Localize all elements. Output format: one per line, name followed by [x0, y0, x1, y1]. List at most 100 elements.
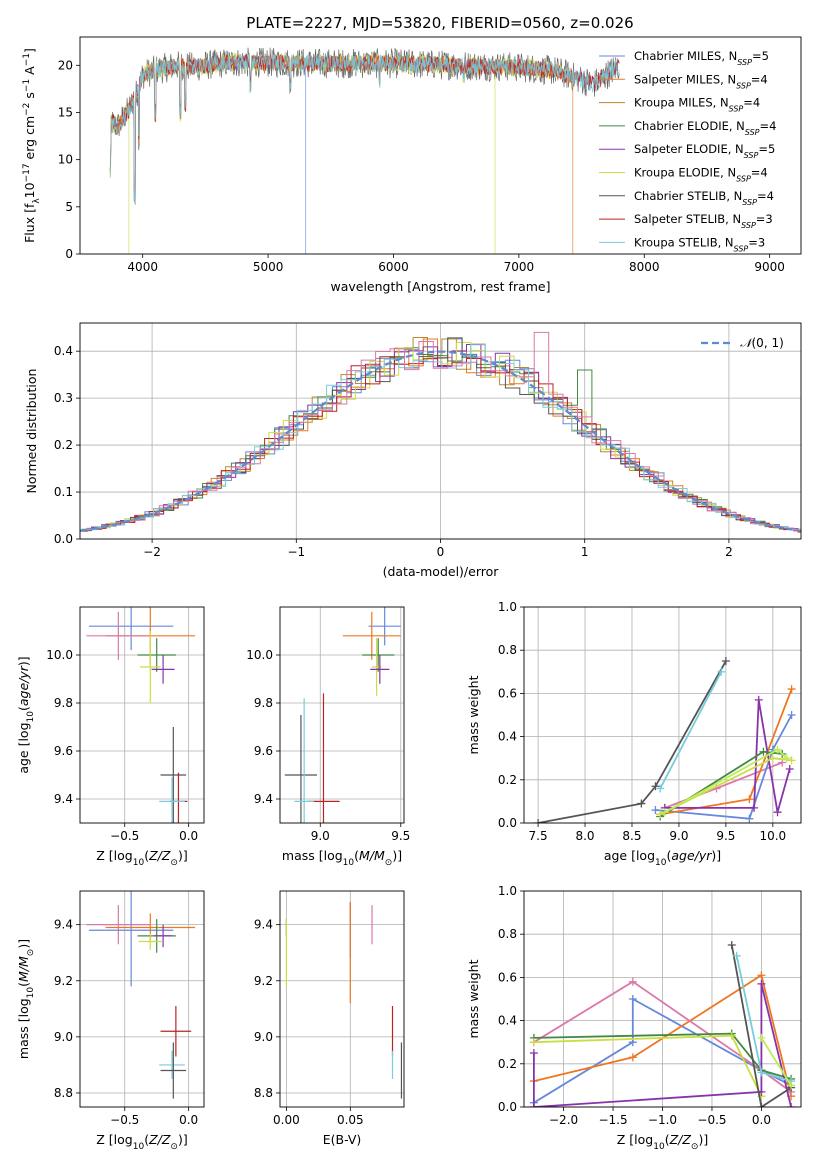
y-tick-label: 0	[65, 247, 73, 261]
age-vs-Z-ylabel: age [log10(age/yr)]	[16, 656, 36, 773]
weight-marker	[787, 1103, 796, 1107]
mass-vs-Z-frame	[79, 890, 205, 1108]
label-part: Salpeter MILES, N	[634, 72, 736, 86]
x-tick-label: 0	[437, 545, 445, 559]
y-tick-label: 10	[58, 153, 73, 167]
weight-marker	[785, 765, 794, 773]
weight-marker	[757, 971, 766, 980]
label-part: 10	[343, 858, 355, 868]
label-part: Z/Z	[148, 848, 171, 863]
legend-label: Kroupa STELIB, NSSP=3	[634, 235, 765, 253]
label-part: wavelength [Angstrom, rest frame]	[330, 279, 550, 294]
y-tick-label: 9.4	[54, 792, 73, 806]
histogram-step	[80, 347, 801, 532]
label-part: )]	[16, 656, 31, 666]
x-tick-label: 10.0	[759, 829, 786, 843]
x-tick-label: 8.5	[622, 829, 641, 843]
label-part: Kroupa STELIB, N	[634, 235, 734, 249]
label-part: Chabrier MILES, N	[634, 49, 737, 63]
y-tick-label: 8.8	[54, 1086, 73, 1100]
legend-label: Salpeter MILES, NSSP=4	[634, 72, 768, 90]
weight-marker	[628, 995, 637, 1003]
weight-marker	[745, 814, 754, 823]
y-tick-label: 0.2	[498, 773, 517, 787]
legend-label: Salpeter STELIB, NSSP=3	[634, 212, 773, 230]
weight-marker	[787, 711, 796, 719]
x-tick-label: −0.5	[110, 1113, 139, 1127]
x-tick-label: 0.0	[752, 1113, 771, 1127]
age-vs-mass-xlabel: mass [log10(M/M⊙)]	[282, 848, 402, 868]
label-part: =3	[756, 212, 773, 226]
weight-marker	[773, 745, 782, 754]
x-tick-label: 0.0	[179, 1113, 198, 1127]
label-part: (	[144, 848, 149, 863]
weight-marker	[787, 756, 796, 765]
label-part: Kroupa MILES, N	[634, 96, 729, 110]
weight-marker	[534, 819, 543, 823]
label-part: )]	[711, 848, 721, 863]
weight-marker	[768, 754, 777, 763]
y-tick-label: 1.0	[498, 600, 517, 614]
weight-line	[730, 944, 792, 1107]
label-part: =4	[760, 119, 777, 133]
label-part: erg cm	[22, 116, 37, 164]
y-tick-label: 8.8	[254, 1086, 273, 1100]
label-part: )]	[392, 848, 402, 863]
label-part: age/yr	[16, 665, 31, 706]
label-part: (	[665, 1132, 670, 1147]
label-part: −1	[22, 53, 32, 66]
legend-label: Chabrier STELIB, NSSP=4	[634, 189, 774, 207]
age-vs-Z-frame	[79, 606, 205, 824]
weight-marker	[754, 695, 763, 704]
x-tick-label: 9.0	[311, 829, 330, 843]
mass-vs-Z-xlabel: Z [log10(Z/Z⊙)]	[96, 1132, 187, 1152]
weight-marker	[651, 782, 660, 791]
x-tick-label: 9.5	[391, 829, 410, 843]
legend-label: Kroupa ELODIE, NSSP=4	[634, 166, 768, 184]
weight-marker	[757, 1033, 766, 1042]
label-part: M/M	[359, 848, 385, 863]
weight-marker	[529, 1038, 538, 1047]
gaussian-curve	[80, 350, 799, 532]
y-tick-label: 9.4	[254, 792, 273, 806]
x-tick-label: 0.05	[337, 1113, 364, 1127]
mass-weight-vs-age-xlabel: age [log10(age/yr)]	[604, 848, 721, 868]
y-tick-label: 9.0	[54, 1030, 73, 1044]
age-vs-Z-points	[86, 607, 196, 823]
weight-marker	[660, 808, 669, 817]
x-tick-label: 0.0	[179, 829, 198, 843]
legend-label: 𝒩(0, 1)	[740, 336, 784, 350]
y-tick-label: 0.8	[498, 643, 517, 657]
label-part: (	[354, 848, 359, 863]
x-tick-label: −2	[143, 545, 161, 559]
x-tick-label: 0.00	[273, 1113, 300, 1127]
y-tick-label: 9.8	[254, 696, 273, 710]
y-tick-label: 0.8	[498, 927, 517, 941]
weight-marker	[787, 1081, 796, 1090]
x-tick-label: 5000	[253, 260, 284, 274]
mass-weight-vs-Z-xlabel: Z [log10(Z/Z⊙)]	[617, 1132, 708, 1152]
weight-marker	[773, 808, 782, 817]
histogram-step	[81, 344, 801, 531]
x-tick-label: 8.0	[575, 829, 594, 843]
weight-marker	[717, 667, 726, 676]
x-tick-label: −2.0	[549, 1113, 578, 1127]
label-part: =4	[751, 166, 768, 180]
x-tick-label: 7000	[504, 260, 535, 274]
label-part: SSP	[745, 127, 760, 136]
label-part: Z/Z	[148, 1132, 171, 1147]
y-tick-label: 0.0	[498, 1100, 517, 1114]
y-tick-label: 10.0	[246, 648, 273, 662]
label-part: =4	[751, 72, 768, 86]
y-tick-label: 9.2	[254, 974, 273, 988]
weight-marker	[628, 977, 637, 986]
weight-line	[533, 980, 792, 1093]
x-tick-label: −0.5	[110, 829, 139, 843]
weight-line	[533, 1034, 763, 1097]
mass-weight-vs-Z-frame	[523, 890, 802, 1108]
label-part: (	[666, 848, 671, 863]
label-part: E(B-V)	[323, 1132, 362, 1147]
label-part: mass weight	[466, 959, 481, 1038]
mass-weight-vs-age-axes: 7.5 8.0 8.5 9.0 9.5 10.0 0.0 0.2 0.4 0.6 0.8 1.0	[498, 600, 801, 843]
